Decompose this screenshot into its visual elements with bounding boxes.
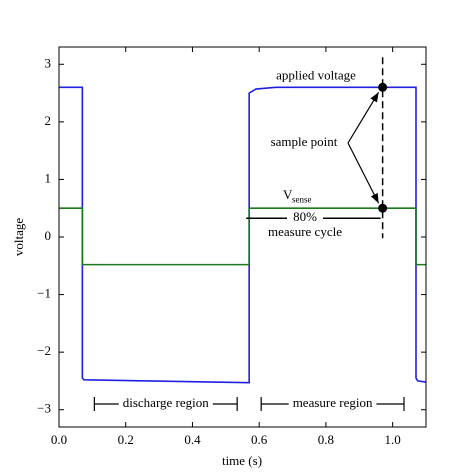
x-tick-label: 0.2 [118, 432, 134, 447]
arrow [347, 142, 380, 204]
region-label: discharge region [123, 395, 210, 410]
y-tick-label: −2 [37, 343, 51, 358]
y-axis-label: voltage [11, 218, 26, 256]
series-line [59, 86, 427, 384]
x-axis-label: time (s) [222, 453, 262, 468]
y-tick-label: −1 [37, 286, 51, 301]
series-label: applied voltage [276, 67, 356, 82]
y-tick-label: 3 [45, 55, 52, 70]
sample-point-label: sample point [271, 134, 338, 149]
sample-point [378, 82, 388, 92]
x-tick-label: 0.4 [184, 432, 201, 447]
series-label: V [283, 187, 293, 202]
series-label-subscript: sense [292, 194, 312, 204]
x-tick-label: 0.6 [251, 432, 268, 447]
cycle-text: measure cycle [268, 224, 342, 239]
cycle-percent: 80% [293, 209, 317, 224]
x-tick-label: 0.0 [51, 432, 67, 447]
y-tick-label: 2 [45, 113, 52, 128]
y-tick-label: 1 [45, 170, 52, 185]
series-line [59, 207, 426, 266]
region-label: measure region [293, 395, 373, 410]
y-tick-label: 0 [45, 228, 52, 243]
x-tick-label: 1.0 [385, 432, 401, 447]
sample-point [378, 203, 388, 213]
y-tick-label: −3 [37, 401, 51, 416]
arrow [347, 91, 380, 144]
x-tick-label: 0.8 [318, 432, 334, 447]
